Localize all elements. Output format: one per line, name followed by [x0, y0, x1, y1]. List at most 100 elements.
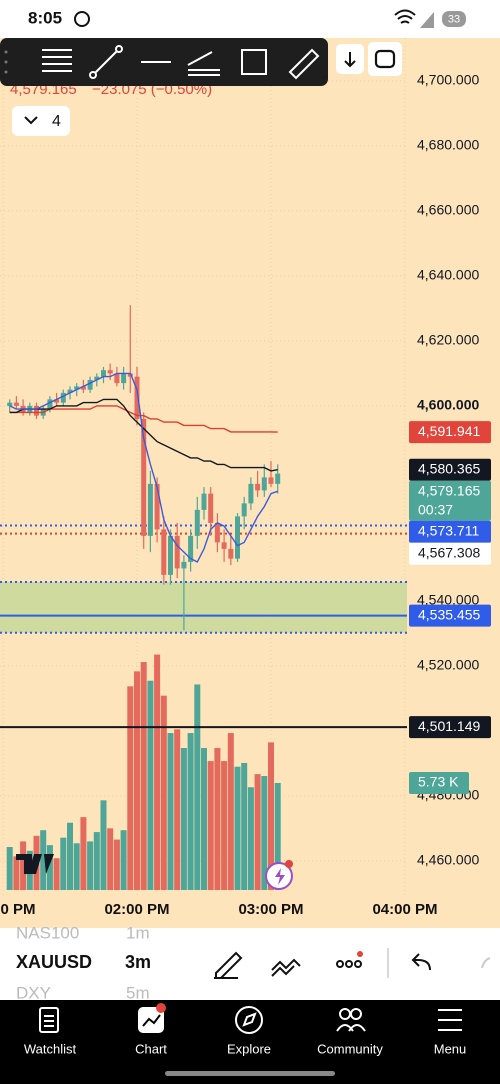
price-badge: [409, 421, 491, 444]
candle-body: [208, 493, 214, 523]
volume-bar: [194, 684, 201, 890]
draw-tool-button[interactable]: [214, 951, 243, 979]
volume-bar: [40, 830, 47, 890]
price-badge-label: 4,535.455: [418, 606, 480, 622]
x-tick-label: 02:00 PM: [104, 901, 169, 918]
volume-bar: [127, 686, 134, 890]
volume-bar: [113, 839, 120, 890]
volume-bar: [261, 776, 268, 890]
candle-body: [34, 405, 39, 416]
volume-bar: [107, 828, 114, 890]
price-badge: [409, 480, 491, 521]
volume-bar: [67, 822, 73, 890]
candle-body: [101, 370, 106, 377]
watchlist-icon[interactable]: [39, 1007, 59, 1033]
battery-level: 33: [448, 13, 460, 25]
volume-bar: [80, 817, 87, 890]
candle-body: [94, 376, 100, 380]
candle-body: [181, 561, 187, 569]
volume-bar: [241, 762, 248, 890]
candle-body: [255, 483, 261, 491]
toggle-button[interactable]: [368, 42, 402, 76]
moving-average: [9, 398, 278, 472]
status-bar: [0, 0, 500, 38]
battery-icon: [442, 11, 466, 27]
tool-lines[interactable]: [42, 49, 72, 72]
next-symbol[interactable]: DXY: [16, 983, 51, 1002]
y-tick-label: 4,680.000: [417, 137, 479, 153]
nav-label[interactable]: Explore: [227, 1041, 271, 1056]
price-badge-label: 4,580.365: [418, 460, 480, 476]
indicator-count: 4: [52, 113, 61, 130]
candle-body: [241, 503, 247, 517]
candle-body: [107, 370, 113, 374]
price-badge: [409, 520, 491, 543]
candle-body: [80, 386, 86, 390]
y-tick-label: 4,640.000: [417, 267, 479, 283]
candle-body: [188, 535, 194, 562]
volume-bar: [160, 695, 167, 890]
volume-bar: [46, 845, 53, 890]
candle-body: [54, 399, 60, 403]
candle-body: [121, 373, 127, 384]
candle-body: [87, 379, 93, 390]
volume-bar: [254, 774, 261, 890]
prev-symbol[interactable]: NAS100: [16, 923, 79, 942]
next-interval[interactable]: 5m: [126, 983, 150, 1002]
prev-interval[interactable]: 1m: [126, 923, 150, 942]
volume-bar: [60, 837, 67, 890]
volume-bar: [93, 832, 100, 890]
zone: [0, 582, 407, 633]
tool-rectangle[interactable]: [241, 49, 267, 75]
candle-body: [134, 376, 140, 419]
nav-label[interactable]: Watchlist: [24, 1041, 77, 1056]
indicators-button[interactable]: [271, 958, 301, 977]
menu-icon[interactable]: [438, 1009, 462, 1031]
y-tick-label: 4,660.000: [417, 202, 479, 218]
nav-label[interactable]: Chart: [135, 1041, 167, 1056]
volume-bar: [187, 733, 194, 890]
moving-average: [9, 372, 278, 563]
countdown: 00:37: [418, 501, 453, 517]
indicator-toggle[interactable]: [12, 106, 70, 136]
price-badge: [409, 604, 491, 627]
candle-body: [168, 535, 173, 575]
x-tick-label: 03:00 PM: [238, 901, 303, 918]
candle-body: [60, 392, 66, 403]
volume-bar: [268, 742, 274, 890]
home-indicator: [165, 1071, 335, 1076]
nav-label[interactable]: Community: [317, 1041, 383, 1056]
volume-bar: [207, 761, 214, 890]
volume-bar: [274, 782, 281, 890]
candle-body: [7, 402, 13, 406]
candle-body: [201, 493, 207, 510]
interval[interactable]: 3m: [125, 952, 151, 972]
candle-body: [13, 402, 19, 406]
price-badge-label: 4,573.711: [418, 522, 479, 538]
volume-bar: [234, 766, 241, 890]
y-tick-label: 4,620.000: [417, 332, 479, 348]
explore-icon[interactable]: [235, 1006, 263, 1034]
tradingview-logo: [16, 854, 54, 874]
y-tick-label: 4,520.000: [417, 657, 479, 673]
symbol[interactable]: XAUUSD: [16, 952, 92, 972]
tool-trendline[interactable]: [92, 48, 120, 76]
signal-icon: [420, 12, 434, 28]
volume-bar: [134, 671, 140, 890]
wifi-icon: [394, 9, 416, 24]
tool-ruler[interactable]: [288, 48, 320, 80]
price-badge: [409, 458, 491, 481]
candle-body: [67, 389, 73, 393]
nav-label[interactable]: Menu: [434, 1041, 467, 1056]
volume-bar: [180, 748, 187, 890]
volume-bar: [247, 787, 254, 890]
tool-channel[interactable]: [187, 51, 220, 76]
x-tick-label: 01:00 PM: [0, 901, 36, 918]
volume-badge-label: 5.73 K: [418, 774, 459, 790]
more-button[interactable]: [336, 951, 363, 968]
volume-bar: [20, 841, 27, 890]
volume-bar: [167, 733, 174, 890]
undo-button[interactable]: [411, 953, 431, 971]
